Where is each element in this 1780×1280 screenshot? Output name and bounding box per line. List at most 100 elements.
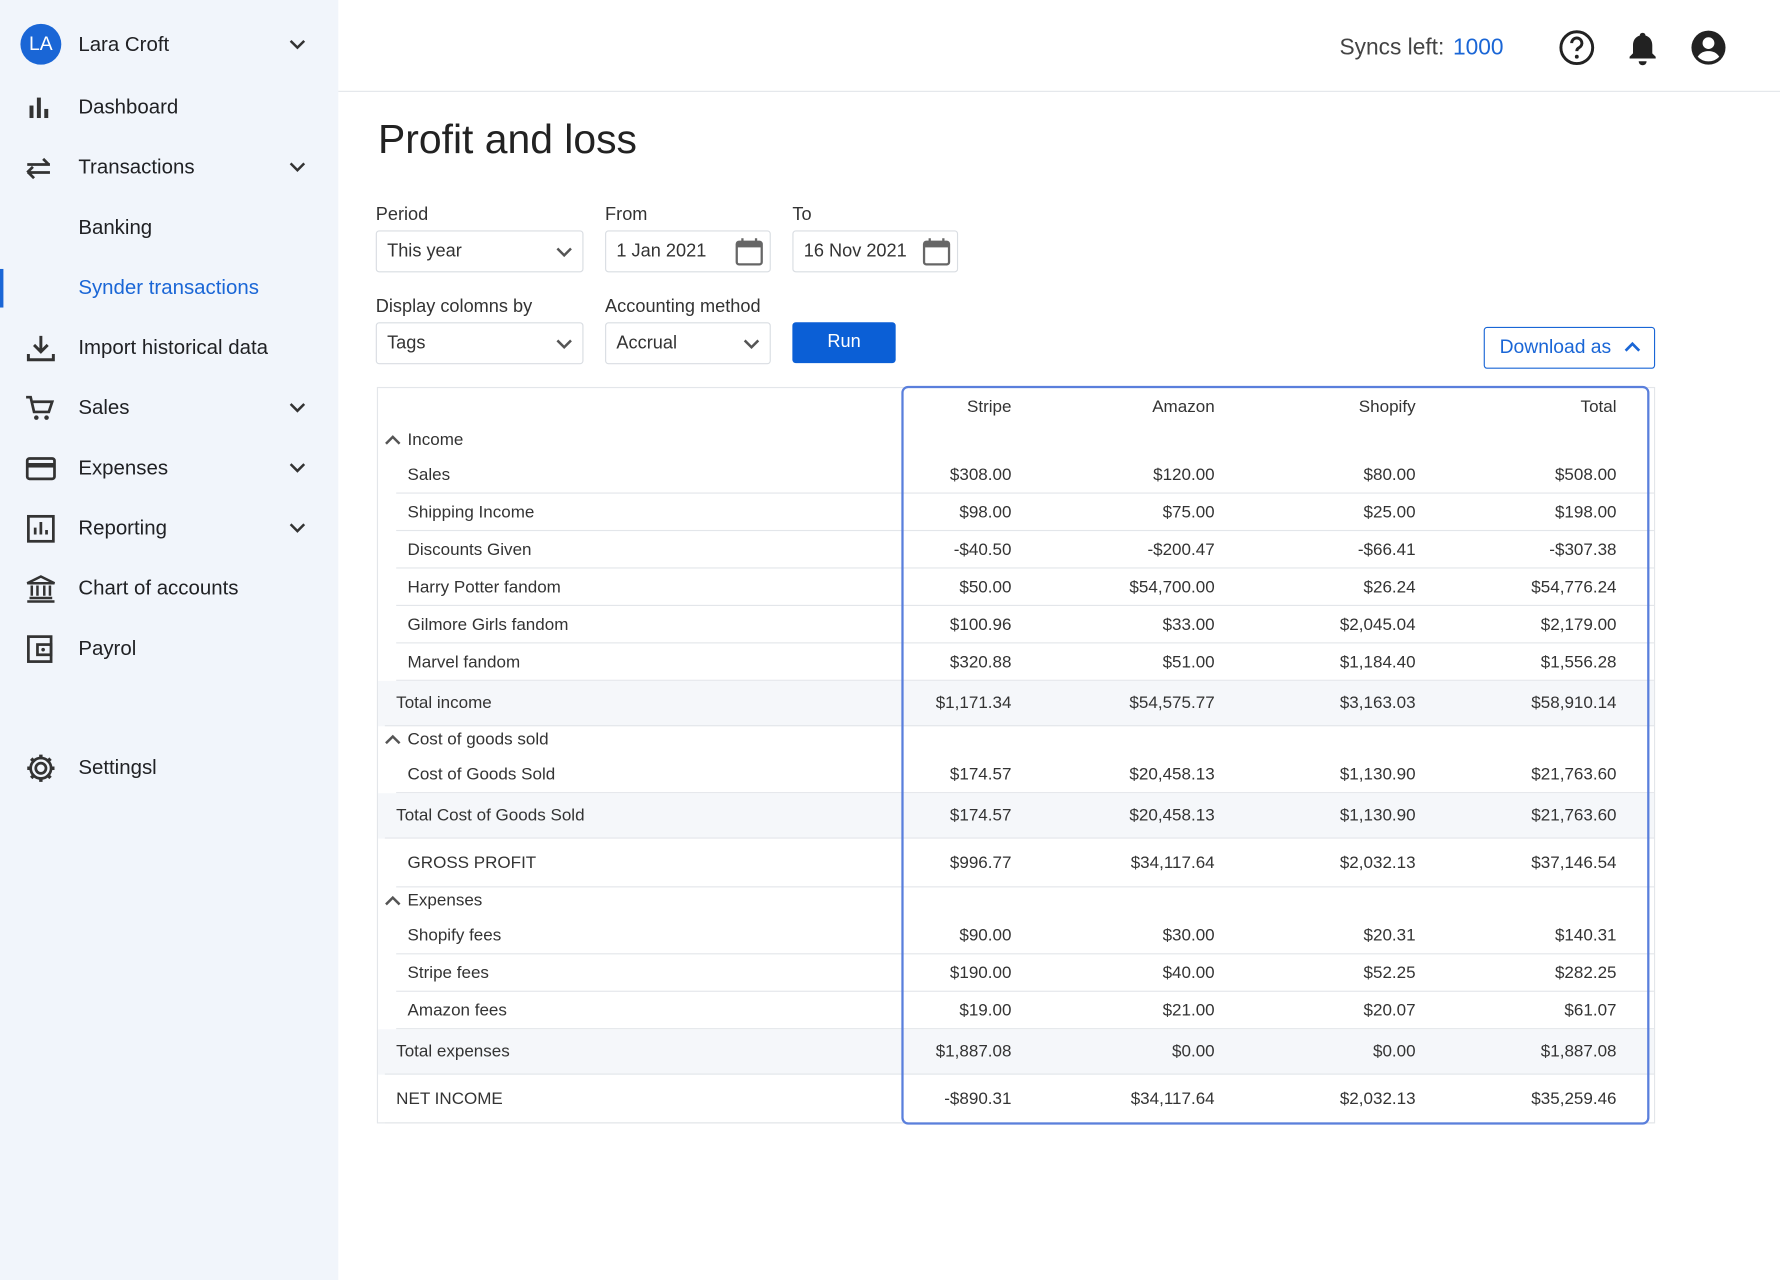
nav-item[interactable]: Reporting <box>78 516 167 540</box>
input-value: 1 Jan 2021 <box>616 241 707 262</box>
syncs-value: 1000 <box>1453 35 1504 61</box>
chevron-down-svg <box>289 39 306 50</box>
input-value: 16 Nov 2021 <box>803 241 907 262</box>
cell-value: $35,259.46 <box>1531 1088 1617 1109</box>
chevron-down <box>555 336 573 358</box>
cell-value: $21.00 <box>1162 1000 1215 1020</box>
cell-value: $21,763.60 <box>1531 764 1617 784</box>
nav-item[interactable]: Settingsl <box>78 755 157 779</box>
date-input[interactable]: 16 Nov 2021 <box>792 230 959 273</box>
row-label: Harry Potter fandom <box>407 577 561 597</box>
cell-value: -$66.41 <box>1357 539 1416 559</box>
nav-icon <box>24 331 58 371</box>
chevron-up-svg <box>385 734 401 745</box>
cell-value: $1,130.90 <box>1339 805 1416 825</box>
nav-item[interactable]: Import historical data <box>78 335 268 359</box>
row-divider <box>396 886 1654 888</box>
download-button[interactable]: Download as <box>1483 326 1656 369</box>
cell-value: $98.00 <box>959 502 1012 522</box>
nav-item[interactable]: Transactions <box>78 155 195 179</box>
chevron-down <box>288 36 306 58</box>
row-divider <box>396 679 1654 681</box>
cell-value: $1,556.28 <box>1540 651 1617 672</box>
cell-value: $21,763.60 <box>1531 805 1617 825</box>
account-icon[interactable] <box>1689 28 1728 67</box>
nav-icon-svg <box>25 457 56 481</box>
nav-item[interactable]: Sales <box>78 396 130 419</box>
row-label: Amazon fees <box>407 1000 507 1020</box>
cell-value: $19.00 <box>959 1000 1012 1020</box>
date-input[interactable]: 1 Jan 2021 <box>605 230 771 273</box>
active-indicator <box>0 268 4 308</box>
header-divider <box>338 90 1780 92</box>
nav-icon-svg <box>29 97 49 119</box>
filter-label: Period <box>375 205 429 225</box>
cell-value: $58,910.14 <box>1531 693 1617 713</box>
input-value: This year <box>387 241 462 262</box>
column-header: Stripe <box>966 397 1012 417</box>
chevron-down-svg <box>289 162 306 172</box>
notifications-icon[interactable] <box>1626 30 1660 66</box>
summary-label: NET INCOME <box>396 1088 503 1109</box>
cell-value: $996.77 <box>949 852 1012 873</box>
cell-value: $20,458.13 <box>1129 805 1215 825</box>
column-header: Shopify <box>1358 397 1416 417</box>
cell-value: $190.00 <box>949 962 1012 983</box>
cell-value: $40.00 <box>1162 962 1215 983</box>
row-divider <box>396 1028 1654 1030</box>
cell-value: $120.00 <box>1153 464 1215 484</box>
row-divider <box>396 604 1654 606</box>
input-value: Accrual <box>616 333 677 353</box>
cell-value: $54,575.77 <box>1129 693 1215 713</box>
nav-item[interactable]: Dashboard <box>78 95 179 119</box>
nav-subitem[interactable]: Synder transactions <box>78 275 259 299</box>
run-button[interactable]: Run <box>792 322 896 364</box>
cell-value: $1,887.08 <box>1540 1041 1617 1062</box>
section-title[interactable]: Income <box>407 430 464 450</box>
cell-value: $30.00 <box>1162 925 1215 945</box>
cell-value: $100.96 <box>949 614 1012 634</box>
filter-label: Display colomns by <box>375 297 533 317</box>
cell-value: $508.00 <box>1554 464 1617 484</box>
select-input[interactable]: Accrual <box>605 322 771 365</box>
row-divider <box>396 642 1654 644</box>
select-input[interactable]: Tags <box>375 322 584 365</box>
nav-item[interactable]: Expenses <box>78 456 169 479</box>
cell-value: $54,776.24 <box>1531 577 1617 597</box>
chevron-down <box>288 520 306 542</box>
nav-icon <box>24 452 58 492</box>
cell-value: $0.00 <box>1372 1041 1416 1062</box>
nav-icon <box>24 392 58 432</box>
syncs-label: Syncs left: <box>1339 35 1445 61</box>
select-input[interactable]: This year <box>375 230 584 273</box>
section-title[interactable]: Expenses <box>407 890 483 911</box>
nav-item[interactable]: Chart of accounts <box>78 576 239 600</box>
help-icon[interactable] <box>1557 28 1596 67</box>
cell-value: $308.00 <box>949 464 1012 484</box>
cell-value: $1,171.34 <box>935 693 1012 713</box>
nav-item[interactable]: Payrol <box>78 636 137 660</box>
nav-subitem[interactable]: Banking <box>78 215 153 239</box>
cell-value: $174.57 <box>949 805 1012 825</box>
cell-value: -$890.31 <box>944 1088 1012 1109</box>
nav-icon-svg <box>27 635 53 663</box>
calendar-icon <box>733 236 765 273</box>
cell-value: $80.00 <box>1363 464 1416 484</box>
filter-label: From <box>605 205 648 225</box>
cell-value: $34,117.64 <box>1130 1088 1215 1109</box>
avatar: LA <box>20 23 62 65</box>
filter-label: To <box>792 205 812 225</box>
cell-value: $61.07 <box>1564 1000 1617 1020</box>
section-title[interactable]: Cost of goods sold <box>407 729 549 749</box>
row-label: Stripe fees <box>407 962 489 983</box>
cell-value: $20,458.13 <box>1129 764 1215 784</box>
chevron-down <box>742 336 760 358</box>
nav-icon <box>24 632 58 672</box>
chevron-down-svg <box>556 339 572 350</box>
column-header: Total <box>1580 397 1617 417</box>
chevron-down-svg <box>289 403 306 413</box>
row-label: Marvel fandom <box>407 651 521 672</box>
settings-icon <box>24 751 58 791</box>
user-name[interactable]: Lara Croft <box>78 32 170 56</box>
calendar-icon-svg <box>922 238 951 266</box>
